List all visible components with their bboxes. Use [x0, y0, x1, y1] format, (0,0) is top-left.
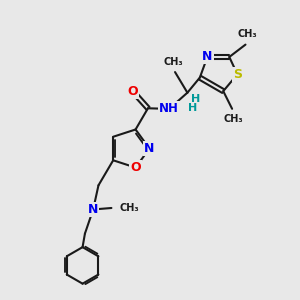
- Text: N: N: [144, 142, 154, 155]
- Text: CH₃: CH₃: [164, 57, 183, 67]
- Text: H: H: [188, 103, 197, 113]
- Text: S: S: [233, 68, 242, 81]
- Text: O: O: [130, 161, 141, 174]
- Text: CH₃: CH₃: [120, 203, 139, 213]
- Text: N: N: [202, 50, 212, 64]
- Text: CH₃: CH₃: [224, 114, 243, 124]
- Text: O: O: [127, 85, 138, 98]
- Text: N: N: [88, 203, 98, 216]
- Text: NH: NH: [159, 102, 179, 116]
- Text: H: H: [191, 94, 200, 104]
- Text: CH₃: CH₃: [237, 29, 257, 39]
